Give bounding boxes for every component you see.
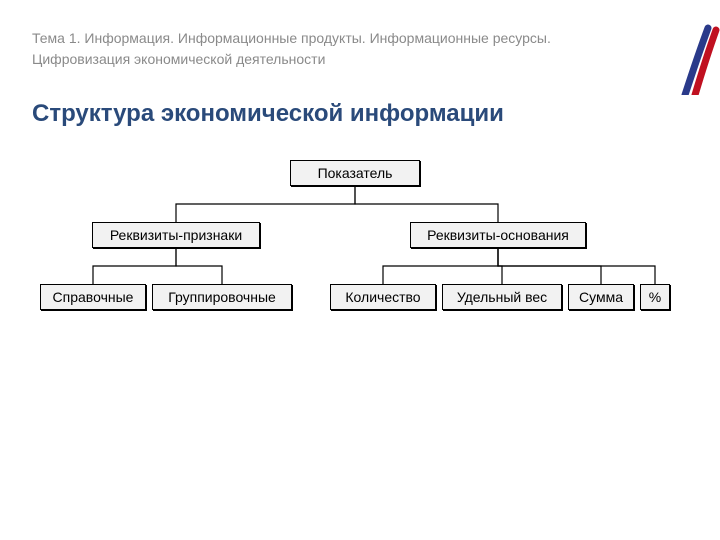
tree-node-l2d: Удельный вес [442, 284, 562, 310]
tree-node-l2f: % [640, 284, 670, 310]
breadcrumb: Тема 1. Информация. Информационные проду… [32, 28, 592, 70]
tree-node-l2b: Группировочные [152, 284, 292, 310]
page-title: Структура экономической информации [32, 100, 504, 128]
logo-flag-icon [680, 20, 720, 95]
tree-node-l2a: Справочные [40, 284, 146, 310]
hierarchy-diagram: Показатель Реквизиты-признаки Реквизиты-ос… [40, 160, 680, 360]
tree-node-l2e: Сумма [568, 284, 634, 310]
tree-node-l2c: Количество [330, 284, 436, 310]
tree-node-root: Показатель [290, 160, 420, 186]
tree-node-l1b: Реквизиты-основания [410, 222, 586, 248]
tree-node-l1a: Реквизиты-признаки [92, 222, 260, 248]
